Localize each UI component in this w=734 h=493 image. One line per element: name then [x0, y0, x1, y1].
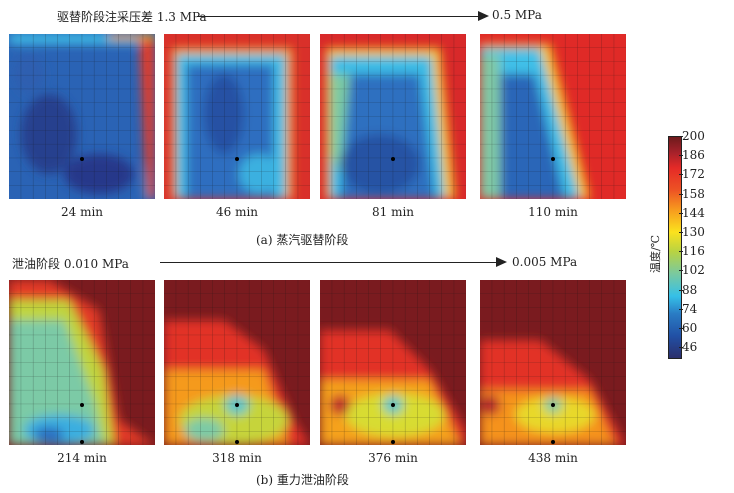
colorbar-tick: 88 [678, 282, 698, 297]
caption-b: (b) 重力泄油阶段 [256, 473, 349, 487]
heatmap-24min [9, 34, 155, 199]
colorbar-tick: 158 [679, 186, 705, 201]
heatmap-81min [320, 34, 466, 199]
label-214min: 214 min [57, 451, 107, 465]
colorbar-tick: 130 [679, 225, 705, 239]
label-318min: 318 min [212, 451, 262, 465]
bottom-row-title: 泄油阶段 0.010 MPa [12, 257, 129, 271]
heatmap-110min [480, 34, 626, 199]
colorbar [668, 136, 682, 359]
top-row-title: 驱替阶段注采压差 1.3 MPa [57, 10, 207, 24]
label-438min: 438 min [528, 451, 578, 465]
caption-a: (a) 蒸汽驱替阶段 [256, 233, 349, 247]
top-row-end-value: 0.5 MPa [492, 8, 542, 22]
heatmap-46min [164, 34, 310, 199]
colorbar-tick: 60 [678, 321, 698, 335]
label-376min: 376 min [368, 451, 418, 465]
label-46min: 46 min [215, 205, 259, 219]
bottom-row-end-value: 0.005 MPa [512, 255, 578, 269]
top-row-arrow [197, 11, 489, 21]
label-110min: 110 min [528, 205, 578, 219]
heatmap-318min [164, 280, 310, 445]
colorbar-tick: 46 [678, 340, 698, 355]
colorbar-tick: 172 [679, 167, 705, 182]
heatmap-438min [480, 280, 626, 445]
heatmap-214min [9, 280, 155, 445]
colorbar-tick: 102 [679, 263, 705, 278]
colorbar-tick: 186 [679, 148, 705, 163]
colorbar-tick: 116 [679, 244, 705, 259]
heatmap-376min [320, 280, 466, 445]
label-81min: 81 min [371, 205, 415, 219]
colorbar-tick: 144 [679, 205, 705, 220]
bottom-row-arrow [160, 257, 507, 267]
label-24min: 24 min [60, 205, 104, 219]
colorbar-tick: 74 [678, 301, 698, 316]
colorbar-title: 温度/℃ [649, 234, 663, 274]
colorbar-tick: 200 [679, 129, 705, 143]
